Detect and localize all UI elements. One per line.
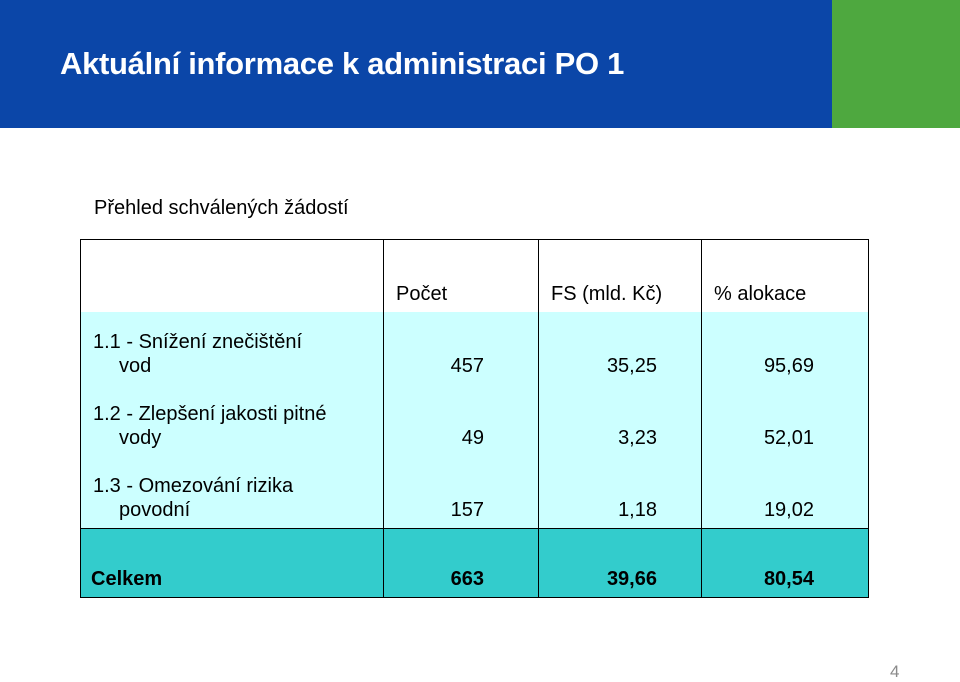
table-row: 1.2 - Zlepšení jakosti pitné vody 49 3,23… — [80, 384, 869, 456]
row-count: 157 — [383, 456, 539, 529]
total-label: Celkem — [80, 528, 384, 598]
row-label: 1.1 - Snížení znečištění vod — [80, 312, 384, 384]
row-count: 49 — [383, 384, 539, 456]
header-cell-count: Počet — [383, 239, 539, 312]
row-fs: 3,23 — [538, 384, 702, 456]
row-alokace: 95,69 — [701, 312, 869, 384]
header-cell-alokace: % alokace — [701, 239, 869, 312]
row-alokace: 19,02 — [701, 456, 869, 529]
table-row: 1.1 - Snížení znečištění vod 457 35,25 95… — [80, 312, 869, 384]
row-count: 457 — [383, 312, 539, 384]
accent-block — [832, 0, 960, 128]
approved-applications-table: Počet FS (mld. Kč) % alokace 1.1 - Sníže… — [80, 239, 869, 598]
table-total-row: Celkem 663 39,66 80,54 — [80, 528, 869, 598]
row-label: 1.3 - Omezování rizika povodní — [80, 456, 384, 529]
row-fs: 35,25 — [538, 312, 702, 384]
table-row: 1.3 - Omezování rizika povodní 157 1,18 1… — [80, 456, 869, 529]
page-title: Aktuální informace k administraci PO 1 — [60, 46, 625, 81]
row-alokace: 52,01 — [701, 384, 869, 456]
header-cell-fs: FS (mld. Kč) — [538, 239, 702, 312]
title-bar: Aktuální informace k administraci PO 1 — [0, 0, 832, 128]
header-cell-empty — [80, 239, 384, 312]
row-fs: 1,18 — [538, 456, 702, 529]
page-number: 4 — [890, 662, 900, 681]
row-label: 1.2 - Zlepšení jakosti pitné vody — [80, 384, 384, 456]
total-count: 663 — [383, 528, 539, 598]
total-fs: 39,66 — [538, 528, 702, 598]
table-header-row: Počet FS (mld. Kč) % alokace — [80, 239, 869, 312]
total-alokace: 80,54 — [701, 528, 869, 598]
section-subtitle: Přehled schválených žádostí — [94, 197, 349, 219]
